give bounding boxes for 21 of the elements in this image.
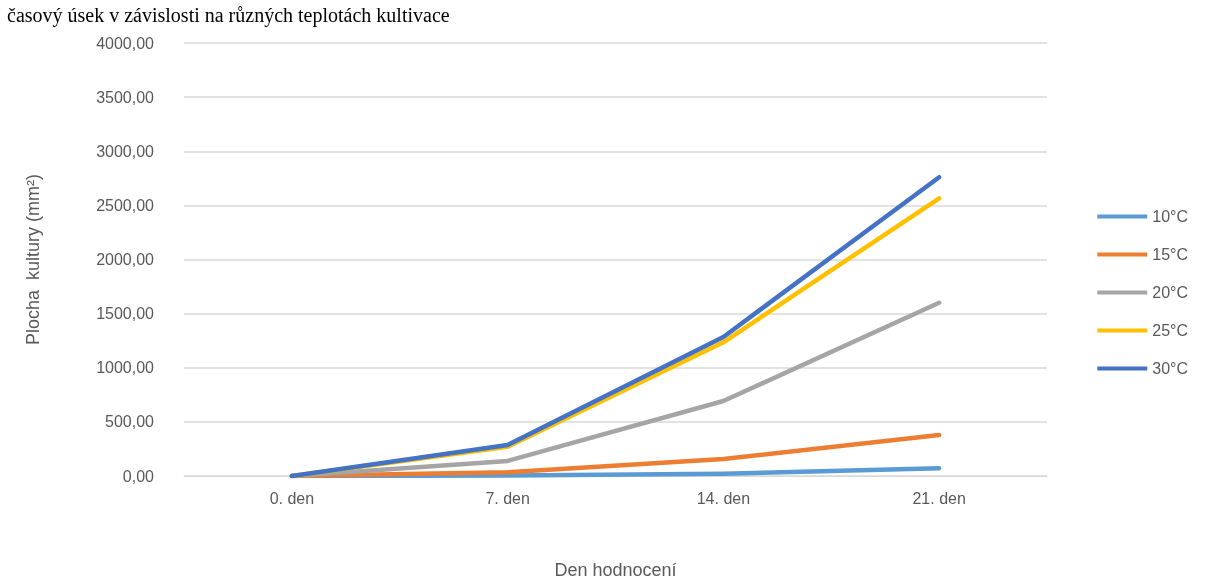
legend-label: 10°C (1152, 208, 1188, 225)
y-tick-label: 3500,00 (96, 88, 155, 106)
y-tick-label: 2000,00 (96, 251, 155, 268)
legend-label: 30°C (1152, 360, 1188, 377)
legend-label: 25°C (1152, 322, 1188, 339)
chart-title: časový úsek v závislosti na různých teplotách kultivace (7, 4, 450, 27)
legend-label: 20°C (1152, 284, 1188, 301)
x-tick-label: 14. den (696, 489, 751, 507)
x-axis-title: Den hodnocení (554, 560, 677, 580)
legend-label: 15°C (1152, 246, 1188, 263)
y-tick-label: 4000,00 (96, 34, 155, 52)
x-tick-label: 21. den (912, 489, 966, 507)
y-axis-title: Plocha kultury (mm²) (23, 173, 43, 346)
y-tick-label: 500,00 (105, 413, 155, 431)
y-tick-label: 2500,00 (96, 196, 155, 214)
x-tick-label: 7. den (485, 489, 530, 507)
y-tick-label: 0,00 (122, 467, 155, 485)
y-tick-label: 3000,00 (96, 142, 155, 160)
y-tick-label: 1500,00 (96, 305, 155, 323)
x-tick-label: 0. den (269, 489, 315, 507)
y-tick-label: 1000,00 (96, 359, 155, 377)
